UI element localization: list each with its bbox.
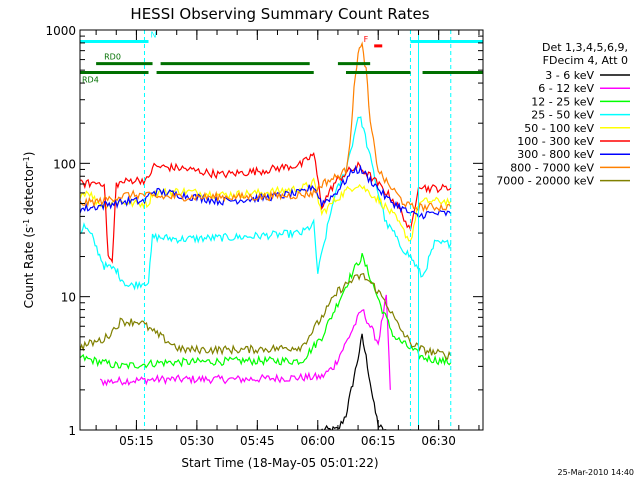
series-line-5 [80,151,452,264]
series-line-0 [321,333,387,430]
flag-label-f: F [364,35,369,44]
y-axis-label-part-4: ) [22,152,36,157]
series-line-8 [80,273,452,360]
legend-header-line2: FDecim 4, Att 0 [543,54,628,67]
x-tick-label-1: 05:30 [180,434,215,448]
y-axis-label-part-2: detector [22,164,36,219]
legend-label-1: 6 - 12 keV [538,82,594,95]
y-axis-label: Count Rate (s-1 detector-1) [22,152,37,309]
series-line-6 [80,164,452,220]
y-tick-label-0: 1 [68,424,76,438]
y-tick-label-3: 1000 [45,24,76,38]
x-tick-label-4: 06:15 [361,434,396,448]
flag-label-n: N [151,30,157,39]
series-line-7 [80,41,452,213]
legend-label-5: 100 - 300 keV [517,135,594,148]
legend-label-7: 800 - 7000 keV [510,161,594,174]
flag-label-rd0: RD0 [104,53,121,62]
y-axis-label-part-3: -1 [22,156,31,164]
series-line-3 [80,116,452,291]
series-line-4 [80,177,452,242]
plot-root: N RD0 RD4 F 1 10 100 1000 05:15 05:30 05:45 06:00 06… [22,5,635,477]
y-axis-label-part-1: -1 [22,219,31,227]
legend-label-4: 50 - 100 keV [524,122,594,135]
legend-label-0: 3 - 6 keV [545,69,594,82]
legend-label-3: 25 - 50 keV [531,109,594,122]
series-group [80,41,452,430]
y-tick-label-1: 10 [61,291,76,305]
y-axis-label-part-0: Count Rate (s [22,227,36,309]
x-tick-label-3: 06:00 [300,434,335,448]
legend-header-line1: Det 1,3,4,5,6,9, [542,41,628,54]
plot-frame [79,29,484,431]
x-tick-label-2: 05:45 [240,434,275,448]
x-axis-label: Start Time (18-May-05 05:01:22) [181,456,378,470]
chart-title: HESSI Observing Summary Count Rates [130,5,429,23]
series-line-1 [99,294,391,390]
flag-label-rd4: RD4 [82,76,99,85]
footer-date: 25-Mar-2010 14:40 [558,468,635,477]
legend-label-2: 12 - 25 keV [531,95,594,108]
legend-label-8: 7000 - 20000 keV [496,175,594,188]
y-tick-label-2: 100 [53,157,76,171]
legend-label-6: 300 - 800 keV [517,148,594,161]
x-tick-label-5: 06:30 [421,434,456,448]
x-tick-label-0: 05:15 [119,434,154,448]
series-line-2 [80,253,452,370]
